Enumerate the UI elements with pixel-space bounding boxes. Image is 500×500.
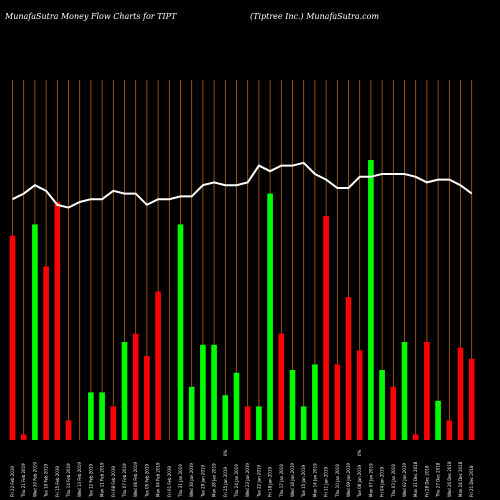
bar xyxy=(222,395,229,440)
x-tick-label: Wed 02 Jan 2019 xyxy=(402,463,407,497)
bar xyxy=(32,224,38,440)
x-tick-label: Mon 28 Jan 2019 xyxy=(212,463,217,497)
bar xyxy=(132,333,139,440)
bar xyxy=(121,342,128,440)
bar xyxy=(65,420,72,440)
x-tick-label: Tue 19 Feb 2019 xyxy=(44,464,49,498)
bar xyxy=(188,386,195,440)
x-tick-label: Thu 31 Jan 2019 xyxy=(178,464,183,498)
bar xyxy=(446,420,453,440)
bar xyxy=(312,364,318,440)
bar xyxy=(88,392,94,440)
x-tick-label: Fri 01 Feb 2019 xyxy=(167,466,172,497)
x-tick-label: Mon 31 Dec 2018 xyxy=(413,461,418,497)
bar xyxy=(300,406,307,440)
zero-percent-marker: 0% xyxy=(223,449,228,456)
bar xyxy=(368,160,374,440)
bar-series xyxy=(9,160,475,440)
x-tick-label: Tue 08 Jan 2019 xyxy=(357,464,362,498)
x-tick-label: Wed 16 Jan 2019 xyxy=(290,463,295,497)
bar xyxy=(9,235,16,440)
bar xyxy=(334,364,341,440)
x-tick-label: Mon 11 Feb 2019 xyxy=(100,462,105,497)
bar xyxy=(155,291,161,440)
x-tick-label: Mon 07 Jan 2019 xyxy=(368,463,373,497)
bar xyxy=(379,370,385,440)
bar xyxy=(468,358,475,440)
x-tick-label: Thu 21 Feb 2019 xyxy=(21,463,26,498)
x-tick-label: Tue 05 Feb 2019 xyxy=(144,464,149,498)
x-tick-label: Mon 04 Feb 2019 xyxy=(156,462,161,497)
x-tick-label: Wed 23 Jan 2019 xyxy=(245,463,250,497)
bar xyxy=(457,347,464,440)
x-tick-label: Wed 30 Jan 2019 xyxy=(189,463,194,497)
x-tick-label: Thu 24 Jan 2019 xyxy=(234,464,239,498)
x-tick-label: Thu 27 Dec 2018 xyxy=(436,462,441,498)
x-tick-label: Thu 10 Jan 2019 xyxy=(335,464,340,498)
x-tick-label: Thu 03 Jan 2019 xyxy=(391,464,396,498)
x-tick-label: Wed 06 Feb 2019 xyxy=(133,462,138,497)
bar xyxy=(278,333,285,440)
x-tick-label: Wed 26 Dec 2018 xyxy=(447,461,452,497)
bar xyxy=(43,266,49,440)
bar xyxy=(424,342,430,440)
bar xyxy=(54,202,61,440)
x-tick-label: Thu 17 Jan 2019 xyxy=(279,464,284,498)
x-tick-label: Wed 13 Feb 2019 xyxy=(77,462,82,497)
x-tick-label: Fri 25 Jan 2019 xyxy=(223,467,228,497)
x-tick-label: Fri 15 Feb 2019 xyxy=(55,466,60,497)
x-axis-labels: Fri 22 Feb 2019 Thu 21 Feb 2019 Wed 20 Feb… xyxy=(10,449,474,498)
x-tick-label: Tue 22 Jan 2019 xyxy=(256,464,261,498)
chart-title-right: (Tiptree Inc.) MunafaSutra.com xyxy=(250,12,379,21)
bar xyxy=(144,356,150,440)
x-tick-label: Fri 21 Dec 2018 xyxy=(469,465,474,497)
x-tick-label: Mon 24 Dec 2018 xyxy=(458,461,463,497)
line-series xyxy=(12,161,473,209)
bar xyxy=(200,344,206,440)
x-tick-label: Mon 14 Jan 2019 xyxy=(312,463,317,497)
bar xyxy=(267,193,273,440)
bar xyxy=(435,400,441,440)
money-flow-line xyxy=(12,161,473,209)
chart-title-left: MunafaSutra Money Flow Charts for TIPT xyxy=(4,12,177,21)
x-tick-label: Thu 07 Feb 2019 xyxy=(122,463,127,498)
bar xyxy=(20,434,27,440)
bar xyxy=(356,350,363,440)
x-tick-label: Wed 20 Feb 2019 xyxy=(32,462,37,497)
bar xyxy=(177,224,184,440)
bar xyxy=(99,392,105,440)
bar xyxy=(289,370,296,440)
zero-percent-marker: 0% xyxy=(357,449,362,456)
bar xyxy=(244,406,251,440)
bar xyxy=(412,434,419,440)
bar xyxy=(110,406,117,440)
bar xyxy=(256,406,262,440)
x-tick-label: Fri 22 Feb 2019 xyxy=(10,466,15,497)
x-tick-label: Wed 09 Jan 2019 xyxy=(346,463,351,497)
bar xyxy=(323,216,329,440)
x-tick-label: Fri 18 Jan 2019 xyxy=(268,467,273,497)
bar xyxy=(233,372,240,440)
x-tick-label: Fri 08 Feb 2019 xyxy=(111,466,116,497)
x-tick-label: Fri 04 Jan 2019 xyxy=(380,467,385,497)
x-tick-label: Tue 15 Jan 2019 xyxy=(301,464,306,498)
bar xyxy=(345,297,352,440)
x-tick-label: Fri 28 Dec 2018 xyxy=(424,465,429,497)
bar xyxy=(401,342,408,440)
x-tick-label: Thu 14 Feb 2019 xyxy=(66,463,71,498)
x-tick-label: Tue 12 Feb 2019 xyxy=(88,464,93,498)
bar xyxy=(390,386,397,440)
x-tick-label: Tue 29 Jan 2019 xyxy=(200,464,205,498)
x-tick-label: Fri 11 Jan 2019 xyxy=(324,467,329,497)
bar xyxy=(211,344,217,440)
